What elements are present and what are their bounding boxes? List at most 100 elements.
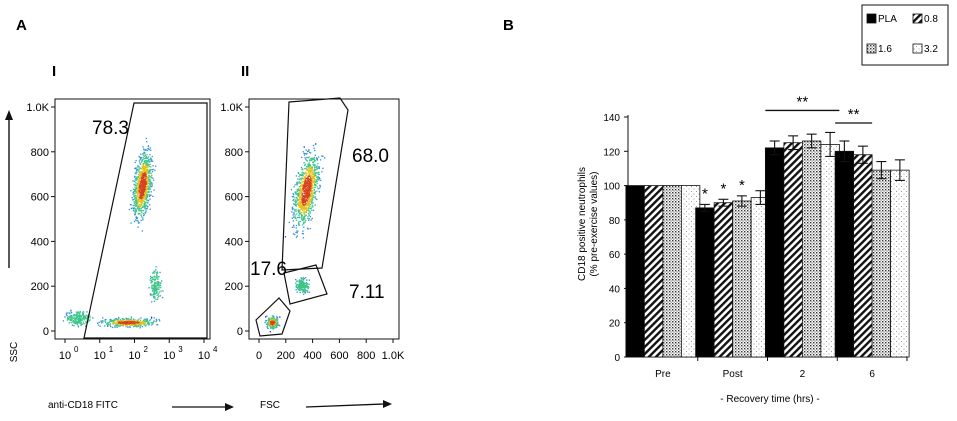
event-dot [303,152,305,155]
event-dot [153,295,155,297]
event-dot [309,190,311,192]
event-dot [302,177,305,180]
event-dot [143,174,145,176]
event-dot [145,171,147,173]
event-dot [147,321,149,323]
event-dot [138,179,141,181]
event-dot [135,181,137,184]
event-dot [140,189,142,191]
event-dot [140,178,143,180]
event-dot [152,288,154,290]
event-dot [270,321,272,323]
event-dot [296,216,299,218]
event-dot [112,323,114,325]
event-dot [118,316,120,319]
event-dot [275,316,278,318]
event-dot [134,200,136,202]
event-dot [308,149,310,151]
event-dot [120,324,122,327]
event-dot [144,178,146,180]
event-dot [297,199,299,201]
event-dot [148,176,150,178]
plot-i-x-axis-label: anti-CD18 FITC [48,400,118,411]
event-dot [319,159,322,161]
event-dot [268,318,270,320]
bar-1.6-2 [801,140,822,358]
event-dot [71,324,74,326]
event-dot [154,283,156,285]
event-dot [137,179,140,181]
event-dot [304,277,307,279]
event-dot [312,161,314,163]
event-dot [302,202,304,204]
plot-i-gate [83,102,208,339]
event-dot [276,320,278,322]
event-dot [133,192,135,194]
event-dot [68,317,71,319]
event-dot [148,187,150,189]
event-dot [141,180,143,182]
event-dot [296,232,298,234]
event-dot [314,193,316,195]
event-dot [152,165,154,167]
event-dot [305,191,307,193]
event-dot [288,221,290,224]
event-dot [138,189,140,191]
event-dot [134,180,136,182]
event-dot [146,199,148,201]
event-dot [155,272,157,274]
event-dot [144,173,147,175]
event-dot [313,181,315,183]
event-dot [309,196,311,198]
event-dot [299,204,302,206]
event-dot [138,178,140,180]
event-dot [301,168,304,170]
event-dot [128,320,130,322]
event-dot [110,320,112,322]
event-dot [82,316,84,318]
event-dot [105,321,107,323]
event-dot [146,149,148,152]
event-dot [149,179,151,181]
event-dot [141,191,143,193]
event-dot [304,167,306,170]
event-dot [68,322,70,324]
event-dot [137,194,139,196]
event-dot [299,187,301,189]
x-tick-label: 400 [303,350,321,362]
event-dot [151,182,153,184]
event-dot [145,204,147,206]
event-dot [304,285,306,287]
event-dot [132,191,134,193]
event-dot [303,172,305,174]
event-dot [272,320,274,322]
event-dot [276,317,278,320]
event-dot [145,324,147,326]
event-dot [153,276,156,278]
event-dot [139,185,141,187]
event-dot [318,173,320,176]
event-dot [154,286,156,289]
event-dot [316,158,318,160]
event-dot [303,177,306,179]
event-dot [121,318,123,320]
event-dot [305,214,307,216]
event-dot [316,172,318,174]
event-dot [296,235,298,237]
event-dot [136,183,138,185]
event-dot [127,318,129,320]
event-dot [114,322,117,324]
event-dot [303,226,305,228]
event-dot [133,190,135,193]
event-dot [133,195,135,197]
event-dot [71,320,73,322]
event-dot [275,327,277,329]
event-dot [275,321,277,324]
event-dot [310,179,312,182]
event-dot [298,175,300,178]
event-dot [296,203,298,205]
event-dot [300,174,302,177]
event-dot [302,284,304,286]
